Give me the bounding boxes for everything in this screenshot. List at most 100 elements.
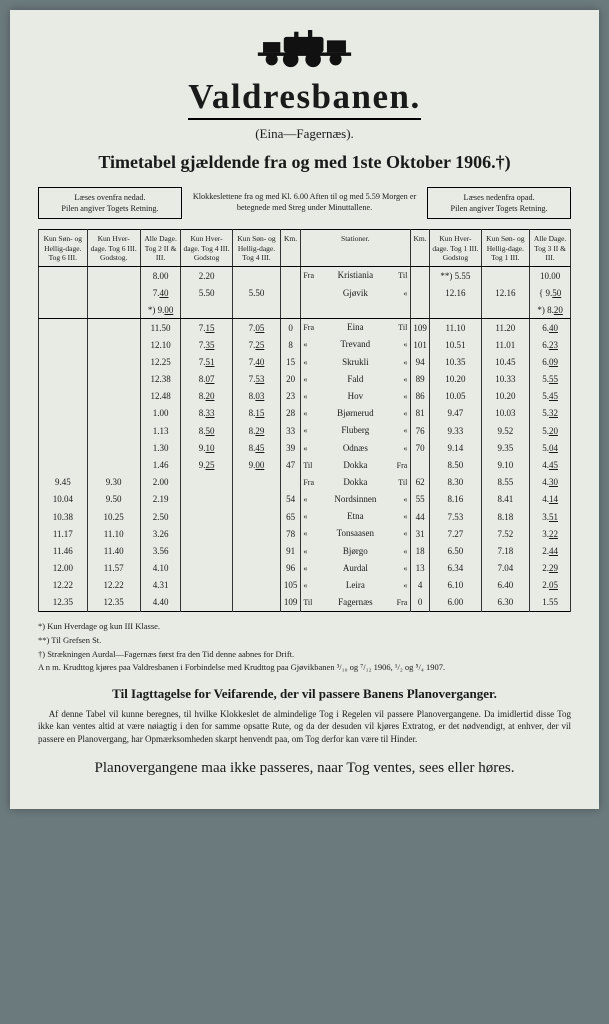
notice-right: Læses nedenfra opad.Pilen angiver Togets… <box>427 187 571 219</box>
cell: 3.51 <box>530 508 571 525</box>
cell: 7.53 <box>232 371 281 388</box>
cell: 5.20 <box>530 422 571 439</box>
cell <box>181 594 232 612</box>
cell: 9.10 <box>481 456 530 473</box>
section-body: Af denne Tabel vil kunne beregnes, til h… <box>38 708 571 746</box>
cell: 10.03 <box>481 405 530 422</box>
cell: TilDokkaFra <box>300 456 410 473</box>
cell: 81 <box>410 405 430 422</box>
cell: 5.55 <box>530 371 571 388</box>
cell <box>87 422 140 439</box>
cell <box>39 405 88 422</box>
cell: 5.50 <box>232 284 281 301</box>
cell: 8 <box>281 336 301 353</box>
cell <box>39 302 88 319</box>
cell: 5.32 <box>530 405 571 422</box>
cell: 12.22 <box>87 577 140 594</box>
table-row: 12.107.357.258«Trevand«10110.5111.016.23 <box>39 336 571 353</box>
cell: 10.33 <box>481 371 530 388</box>
cell: 5.50 <box>181 284 232 301</box>
warning: Planovergangene maa ikke passeres, naar … <box>38 758 571 779</box>
cell: 12.48 <box>140 388 181 405</box>
cell: 8.29 <box>232 422 281 439</box>
cell <box>39 284 88 301</box>
cell: «Nordsinnen« <box>300 491 410 508</box>
cell: 4.10 <box>140 560 181 577</box>
column-header: Kun Søn- og Hellig-dage. Tog 4 III. <box>232 230 281 267</box>
cell: 11.50 <box>140 319 181 337</box>
cell <box>181 474 232 491</box>
cell: 9.47 <box>430 405 481 422</box>
cell: 62 <box>410 474 430 491</box>
cell: 1.13 <box>140 422 181 439</box>
cell: 8.33 <box>181 405 232 422</box>
cell: *) 8.20 <box>530 302 571 319</box>
cell <box>232 525 281 542</box>
cell: 12.16 <box>481 284 530 301</box>
table-row: 8.002.20FraKristianiaTil**) 5.5510.00 <box>39 267 571 285</box>
cell: 1.00 <box>140 405 181 422</box>
cell <box>410 456 430 473</box>
cell: 105 <box>281 577 301 594</box>
cell: 8.16 <box>430 491 481 508</box>
cell: 0 <box>410 594 430 612</box>
cell: 2.44 <box>530 542 571 559</box>
notice-center: Klokkeslettene fra og med Kl. 6.00 Aften… <box>188 187 421 219</box>
column-header: Kun Søn- og Hellig-dage. Tog 6 III. <box>39 230 88 267</box>
cell: 10.04 <box>39 491 88 508</box>
table-row: 10.049.502.1954«Nordsinnen«558.168.414.1… <box>39 491 571 508</box>
cell <box>281 302 301 319</box>
cell: 9.14 <box>430 439 481 456</box>
footnote: **) Til Grefsen St. <box>38 634 571 646</box>
column-header: Km. <box>410 230 430 267</box>
cell: 8.41 <box>481 491 530 508</box>
cell: 96 <box>281 560 301 577</box>
cell: 65 <box>281 508 301 525</box>
cell: 11.46 <box>39 542 88 559</box>
cell: 31 <box>410 525 430 542</box>
cell: 101 <box>410 336 430 353</box>
cell: 10.45 <box>481 353 530 370</box>
cell: 12.22 <box>39 577 88 594</box>
cell <box>39 353 88 370</box>
cell <box>232 542 281 559</box>
footnote: *) Kun Hverdage og kun III Klasse. <box>38 620 571 632</box>
cell: 3.22 <box>530 525 571 542</box>
cell: 12.10 <box>140 336 181 353</box>
cell <box>232 560 281 577</box>
cell: 7.27 <box>430 525 481 542</box>
cell: 4.45 <box>530 456 571 473</box>
table-row: 11.4611.403.5691«Bjørgo«186.507.182.44 <box>39 542 571 559</box>
cell: 6.09 <box>530 353 571 370</box>
cell: 9.25 <box>181 456 232 473</box>
cell: 28 <box>281 405 301 422</box>
cell: 6.40 <box>530 319 571 337</box>
cell: 44 <box>410 508 430 525</box>
cell <box>87 267 140 285</box>
column-header: Alle Dage. Tog 2 II & III. <box>140 230 181 267</box>
cell: 0 <box>281 319 301 337</box>
cell: 11.57 <box>87 560 140 577</box>
cell: 8.30 <box>430 474 481 491</box>
cell: 39 <box>281 439 301 456</box>
cell <box>281 267 301 285</box>
cell: 12.35 <box>39 594 88 612</box>
cell: 8.07 <box>181 371 232 388</box>
cell: 11.20 <box>481 319 530 337</box>
table-row: *) 9.00*) 8.20 <box>39 302 571 319</box>
timetable-poster: Valdresbanen. (Eina—Fagernæs). Timetabel… <box>10 10 599 809</box>
cell: 76 <box>410 422 430 439</box>
cell: 9.30 <box>87 474 140 491</box>
cell: 7.18 <box>481 542 530 559</box>
cell: 10.38 <box>39 508 88 525</box>
cell: 78 <box>281 525 301 542</box>
table-row: 12.2212.224.31105«Leira«46.106.402.05 <box>39 577 571 594</box>
cell: 8.18 <box>481 508 530 525</box>
cell: 12.38 <box>140 371 181 388</box>
cell: 3.26 <box>140 525 181 542</box>
cell <box>410 267 430 285</box>
cell: 89 <box>410 371 430 388</box>
cell: 10.51 <box>430 336 481 353</box>
cell <box>39 371 88 388</box>
locomotive-icon <box>38 30 571 73</box>
